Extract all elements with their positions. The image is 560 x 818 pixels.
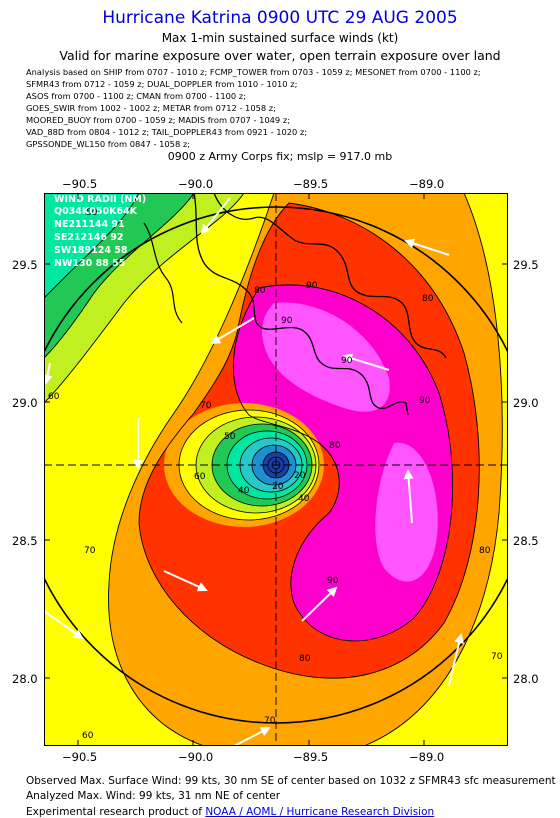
lon-label-top: −89.5 bbox=[293, 177, 329, 191]
page-title: Hurricane Katrina 0900 UTC 29 AUG 2005 bbox=[102, 8, 458, 28]
analysis-line: VAD_88D from 0804 - 1012 z; TAIL_DOPPLER… bbox=[26, 127, 308, 137]
wind-arrow bbox=[403, 469, 414, 524]
wind-arrow bbox=[200, 197, 231, 235]
wind-radii-line: NE211144 91 bbox=[54, 219, 125, 230]
wind-arrow bbox=[163, 570, 208, 592]
wind-radii-box: WIND RADII (NM) Q034K050K64K NE211144 91… bbox=[54, 194, 146, 269]
analysis-line: MOORED_BUOY from 0700 - 1059 z; MADIS fr… bbox=[26, 115, 290, 125]
analysis-line: ASOS from 0700 - 1100 z; CMAN from 0700 … bbox=[26, 91, 246, 101]
contour-label: 60 bbox=[82, 731, 94, 741]
lon-label-top: −89.0 bbox=[409, 177, 445, 191]
coastline bbox=[193, 193, 447, 416]
lat-label-right: 29.5 bbox=[513, 258, 539, 272]
analysis-line: Analysis based on SHIP from 0707 - 1010 … bbox=[26, 67, 481, 77]
contour-label: 80 bbox=[299, 654, 311, 664]
contour-label: 80 bbox=[479, 546, 491, 556]
contour-label: 90 bbox=[327, 576, 339, 586]
analyzed-max-wind: Analyzed Max. Wind: 99 kts, 31 nm NE of … bbox=[26, 790, 281, 802]
lat-label-left: 29.0 bbox=[12, 396, 38, 410]
contour-label: 70 bbox=[264, 716, 276, 726]
lon-label-bottom: −90.0 bbox=[178, 750, 214, 764]
wind-arrow bbox=[301, 586, 338, 622]
contour-label: 90 bbox=[281, 316, 293, 326]
lat-label-left: 29.5 bbox=[12, 258, 38, 272]
contour-label: 50 bbox=[86, 208, 98, 218]
wind-field-map: 50 60 60 70 70 70 70 80 80 80 80 80 90 9… bbox=[44, 193, 508, 746]
lon-label-top: −90.0 bbox=[178, 177, 214, 191]
lat-label-left: 28.0 bbox=[12, 672, 38, 686]
contour-label: 70 bbox=[200, 401, 212, 411]
wind-vectors bbox=[44, 197, 464, 746]
contour-label: 20 bbox=[294, 471, 306, 481]
lat-label-left: 28.5 bbox=[12, 534, 38, 548]
map-subtitle: Max 1-min sustained surface winds (kt) bbox=[161, 31, 399, 45]
contour-label: 70 bbox=[84, 546, 96, 556]
wind-arrow bbox=[448, 633, 464, 686]
wind-radii-title: WIND RADII (NM) bbox=[54, 194, 146, 205]
observed-max-wind: Observed Max. Surface Wind: 99 kts, 30 n… bbox=[26, 775, 556, 787]
wind-radii-line: Q034K050K64K bbox=[54, 206, 138, 217]
contour-label: 60 bbox=[48, 392, 60, 402]
analysis-line: SFMR43 from 0712 - 1059 z; DUAL_DOPPLER … bbox=[26, 79, 298, 89]
wind-zone-max-north bbox=[262, 302, 390, 412]
wind-radii-line: SW189124 58 bbox=[54, 245, 128, 256]
contour-label: 90 bbox=[306, 281, 318, 291]
wind-arrow bbox=[233, 727, 271, 746]
credit-prefix: Experimental research product of bbox=[26, 806, 206, 818]
lon-label-bottom: −89.5 bbox=[293, 750, 329, 764]
credit-line: Experimental research product of NOAA / … bbox=[26, 806, 434, 818]
wind-contours bbox=[44, 193, 503, 746]
contour-label: 60 bbox=[194, 472, 206, 482]
wind-arrow bbox=[342, 353, 390, 371]
lat-label-right: 29.0 bbox=[513, 396, 539, 410]
contour-label: 80 bbox=[329, 441, 341, 451]
wind-arrow bbox=[44, 362, 53, 385]
coastline-west bbox=[143, 222, 183, 324]
contour-label: 80 bbox=[254, 286, 266, 296]
map-frame bbox=[44, 193, 508, 746]
contour-label: 90 bbox=[341, 356, 353, 366]
contour-label: 20 bbox=[272, 482, 284, 492]
analysis-line: GPSSONDE_WL150 from 0847 - 1058 z; bbox=[26, 139, 191, 149]
contour-label: 40 bbox=[298, 494, 310, 504]
lon-label-bottom: −90.5 bbox=[62, 750, 98, 764]
lat-label-right: 28.5 bbox=[513, 534, 539, 548]
wind-arrow bbox=[210, 317, 255, 345]
wind-radii-line: SE212146 92 bbox=[54, 232, 124, 243]
contour-label: 80 bbox=[422, 294, 434, 304]
center-fix: 0900 z Army Corps fix; mslp = 917.0 mb bbox=[167, 150, 393, 163]
hrd-link[interactable]: NOAA / AOML / Hurricane Research Divisio… bbox=[205, 806, 435, 818]
lat-label-right: 28.0 bbox=[513, 672, 539, 686]
graticule-ticks bbox=[44, 193, 508, 746]
validity-note: Valid for marine exposure over water, op… bbox=[59, 48, 501, 63]
wind-zone-max-east bbox=[375, 442, 438, 582]
contour-label: 40 bbox=[238, 486, 250, 496]
analysis-line: GOES_SWIR from 1002 - 1002 z; METAR from… bbox=[26, 103, 276, 113]
contour-label: 50 bbox=[224, 432, 236, 442]
contour-label: 70 bbox=[491, 652, 503, 662]
contour-label: 90 bbox=[419, 396, 431, 406]
wind-radii-line: NW130 88 55 bbox=[54, 258, 125, 269]
wind-zone-45 bbox=[44, 193, 139, 298]
lon-label-bottom: −89.0 bbox=[409, 750, 445, 764]
lon-label-top: −90.5 bbox=[62, 177, 98, 191]
wind-arrow bbox=[404, 238, 450, 256]
analysis-sources: Analysis based on SHIP from 0707 - 1010 … bbox=[26, 66, 556, 150]
wind-arrow bbox=[44, 610, 84, 640]
